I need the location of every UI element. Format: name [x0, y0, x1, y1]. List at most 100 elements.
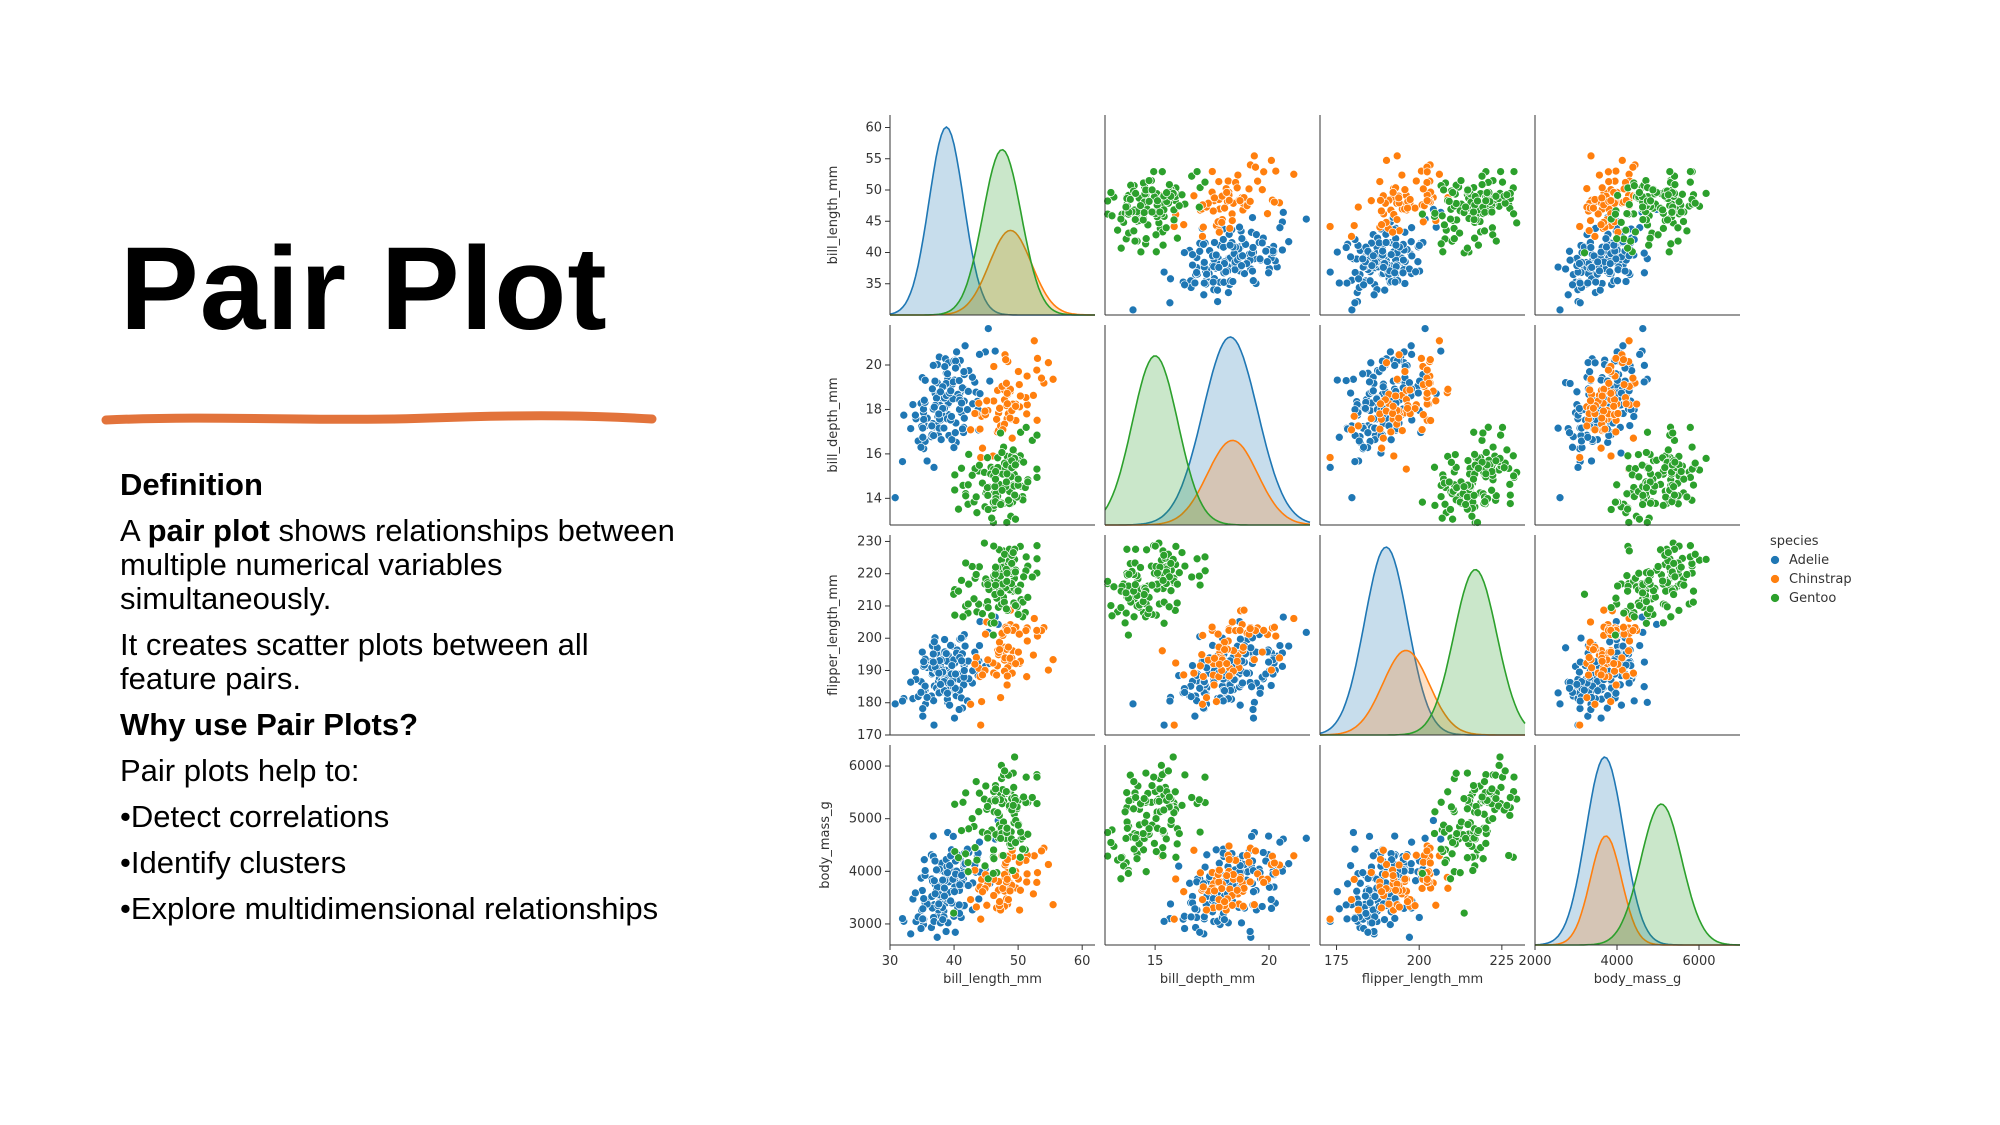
point-gentoo: [1023, 829, 1033, 839]
point-chinstrap: [1048, 374, 1058, 384]
point-chinstrap: [1424, 378, 1434, 388]
point-chinstrap: [1597, 193, 1607, 203]
point-adelie: [911, 410, 920, 420]
point-chinstrap: [1382, 358, 1391, 368]
point-adelie: [945, 700, 954, 710]
point-adelie: [1352, 886, 1362, 896]
point-adelie: [1228, 277, 1238, 286]
point-adelie: [1263, 257, 1272, 266]
point-gentoo: [1002, 568, 1012, 578]
point-gentoo: [1473, 808, 1483, 818]
point-gentoo: [1451, 768, 1461, 778]
point-gentoo: [1446, 874, 1455, 884]
point-gentoo: [1469, 474, 1478, 484]
point-gentoo: [983, 491, 993, 500]
point-gentoo: [1499, 463, 1509, 473]
point-adelie: [1166, 899, 1175, 909]
point-chinstrap: [1022, 371, 1032, 381]
point-chinstrap: [1384, 899, 1394, 909]
point-gentoo: [1159, 550, 1169, 560]
point-chinstrap: [1349, 411, 1359, 421]
point-gentoo: [1166, 559, 1176, 568]
point-gentoo: [972, 508, 982, 518]
point-gentoo: [1032, 464, 1042, 474]
point-adelie: [1242, 668, 1252, 678]
point-chinstrap: [1599, 605, 1609, 615]
point-adelie: [1593, 257, 1603, 267]
point-gentoo: [1141, 867, 1151, 877]
point-adelie: [1264, 268, 1273, 278]
point-gentoo: [1153, 196, 1162, 206]
intro-paragraph: A pair plot shows relationships between …: [120, 514, 680, 616]
point-adelie: [1553, 262, 1563, 272]
point-gentoo: [1157, 761, 1166, 770]
point-adelie: [950, 927, 960, 937]
point-gentoo: [1161, 223, 1171, 233]
point-adelie: [1635, 641, 1645, 650]
point-chinstrap: [983, 655, 993, 665]
point-gentoo: [1194, 202, 1204, 212]
point-gentoo: [1447, 458, 1456, 467]
point-chinstrap: [1422, 178, 1432, 187]
point-gentoo: [1482, 188, 1492, 198]
point-adelie: [1266, 895, 1276, 904]
point-gentoo: [963, 480, 973, 490]
point-gentoo: [1008, 866, 1017, 875]
point-chinstrap: [1014, 647, 1023, 657]
point-chinstrap: [1235, 626, 1245, 635]
point-adelie: [1192, 268, 1201, 277]
point-chinstrap: [1586, 396, 1595, 406]
point-gentoo: [963, 858, 973, 867]
point-gentoo: [1161, 834, 1171, 844]
point-chinstrap: [1606, 196, 1616, 206]
panel-flipper_length_mm-vs-flipper_length_mm: [1319, 535, 1526, 736]
point-chinstrap: [978, 670, 987, 680]
point-gentoo: [1679, 474, 1689, 484]
point-adelie: [1553, 423, 1563, 433]
point-chinstrap: [1003, 399, 1012, 409]
point-chinstrap: [1037, 846, 1046, 856]
point-gentoo: [963, 599, 973, 609]
point-adelie: [1342, 278, 1352, 288]
point-gentoo: [1468, 866, 1478, 875]
point-chinstrap: [1001, 355, 1011, 365]
point-gentoo: [990, 796, 1000, 806]
point-chinstrap: [1227, 900, 1237, 910]
point-gentoo: [1611, 209, 1620, 219]
point-adelie: [1595, 285, 1605, 295]
point-gentoo: [1166, 816, 1176, 825]
point-gentoo: [1634, 472, 1644, 482]
point-gentoo: [1116, 243, 1126, 253]
point-gentoo: [1673, 223, 1683, 233]
point-gentoo: [1646, 196, 1655, 206]
point-chinstrap: [1431, 396, 1441, 406]
point-adelie: [1640, 361, 1649, 370]
point-chinstrap: [1271, 868, 1281, 878]
point-chinstrap: [1366, 868, 1376, 877]
panel-body_mass_g-vs-bill_depth_mm: [1103, 745, 1311, 946]
point-gentoo: [1474, 826, 1483, 835]
point-gentoo: [1638, 491, 1648, 500]
point-gentoo: [1629, 612, 1639, 622]
point-gentoo: [1481, 196, 1491, 206]
point-chinstrap: [1007, 433, 1017, 443]
point-chinstrap: [1207, 167, 1217, 176]
point-chinstrap: [1347, 895, 1356, 904]
point-gentoo: [1195, 183, 1205, 192]
point-gentoo: [1686, 167, 1695, 176]
point-adelie: [1220, 915, 1229, 924]
point-chinstrap: [966, 699, 975, 709]
point-adelie: [1565, 246, 1574, 256]
point-adelie: [1190, 711, 1200, 721]
point-adelie: [1390, 361, 1400, 370]
point-adelie: [938, 915, 948, 924]
point-adelie: [1264, 657, 1273, 667]
point-gentoo: [1177, 548, 1187, 557]
point-chinstrap: [1245, 624, 1255, 634]
point-adelie: [1248, 266, 1257, 276]
point-gentoo: [1013, 586, 1023, 596]
x-tick-label: 6000: [1682, 954, 1715, 969]
point-chinstrap: [1022, 869, 1032, 879]
point-chinstrap: [1596, 670, 1606, 680]
scatter-paragraph: It creates scatter plots between all fea…: [120, 627, 589, 696]
